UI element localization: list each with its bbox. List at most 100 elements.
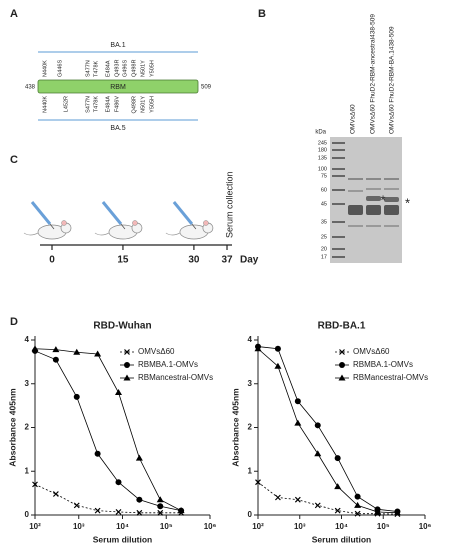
y-tick-label: 4 bbox=[248, 335, 253, 344]
marker bbox=[334, 507, 341, 514]
y-tick-label: 2 bbox=[248, 423, 253, 432]
marker bbox=[136, 496, 143, 503]
mouse-tail bbox=[23, 232, 39, 236]
series-line bbox=[257, 348, 398, 514]
legend-label: RBMBA.1-OMVs bbox=[138, 360, 198, 369]
band bbox=[384, 225, 399, 227]
needle bbox=[191, 223, 197, 230]
marker bbox=[115, 479, 122, 486]
unit-label: kDa bbox=[315, 130, 326, 136]
marker bbox=[393, 509, 401, 516]
panel-label: D bbox=[10, 316, 18, 328]
chart-title: RBD-BA.1 bbox=[318, 321, 366, 332]
marker bbox=[115, 509, 122, 515]
marker bbox=[73, 502, 80, 509]
legend-marker bbox=[339, 362, 345, 368]
band bbox=[366, 196, 381, 201]
residue-start: 438 bbox=[25, 85, 36, 91]
mutation-label: Q493R bbox=[114, 60, 120, 77]
marker bbox=[157, 503, 164, 510]
marker-label: 60 bbox=[321, 187, 327, 193]
needle bbox=[120, 223, 126, 230]
band bbox=[366, 225, 381, 227]
marker bbox=[274, 345, 281, 352]
band bbox=[366, 188, 381, 190]
mutation-label: E484A bbox=[105, 96, 111, 113]
band bbox=[348, 205, 363, 215]
x-tick-label: 10⁴ bbox=[335, 522, 348, 531]
marker bbox=[354, 510, 361, 517]
mutation-label: G446S bbox=[57, 60, 63, 77]
y-tick-label: 1 bbox=[248, 466, 253, 475]
band bbox=[384, 197, 399, 202]
residue-end: 509 bbox=[201, 85, 212, 91]
x-tick-label: 10⁵ bbox=[160, 522, 173, 531]
mutation-label: Y505H bbox=[149, 96, 155, 113]
mutation-label: T478K bbox=[93, 60, 99, 77]
band bbox=[384, 205, 399, 215]
needle bbox=[49, 223, 55, 230]
y-tick-label: 3 bbox=[25, 379, 30, 388]
mouse-ear bbox=[132, 220, 138, 226]
marker bbox=[52, 346, 60, 353]
marker-band bbox=[332, 149, 345, 151]
band bbox=[384, 188, 399, 190]
marker bbox=[294, 419, 302, 426]
marker bbox=[73, 393, 80, 400]
mutation-label: N440K bbox=[42, 96, 48, 113]
y-tick-label: 4 bbox=[25, 335, 30, 344]
marker bbox=[31, 345, 39, 352]
mutation-label: S477N bbox=[85, 60, 91, 77]
mouse-ear bbox=[61, 220, 67, 226]
mouse-tail bbox=[165, 232, 181, 236]
marker bbox=[157, 509, 164, 516]
x-axis-label: Serum dilution bbox=[93, 534, 153, 544]
timeline-unit: Day bbox=[240, 255, 259, 266]
legend-marker bbox=[338, 374, 346, 381]
marker bbox=[334, 483, 342, 490]
mutation-label: F486V bbox=[114, 96, 120, 113]
band bbox=[366, 205, 381, 215]
variant-label: BA.5 bbox=[110, 125, 125, 132]
x-tick-label: 10⁶ bbox=[419, 522, 432, 531]
event-label: Serum collection bbox=[224, 171, 234, 238]
marker-label: 100 bbox=[318, 166, 327, 172]
domain-label: RBM bbox=[110, 84, 126, 91]
mutation-label: Q498R bbox=[131, 60, 137, 77]
mutation-label: E484A bbox=[105, 60, 111, 77]
mutation-label: G496S bbox=[122, 60, 128, 77]
marker bbox=[94, 350, 102, 357]
mutation-label: L452R bbox=[63, 96, 69, 112]
syringe bbox=[172, 201, 194, 225]
mutation-label: N501Y bbox=[140, 96, 146, 113]
panel-label: A bbox=[10, 8, 18, 20]
y-axis-label: Absorbance 405nm bbox=[230, 388, 240, 467]
band bbox=[348, 225, 363, 227]
marker-label: 45 bbox=[321, 201, 327, 207]
marker-band bbox=[332, 221, 345, 223]
marker bbox=[334, 455, 341, 462]
series-line bbox=[34, 348, 182, 511]
mutation-label: Y505H bbox=[149, 60, 155, 77]
x-tick-label: 10² bbox=[29, 522, 41, 531]
panel-label: C bbox=[10, 154, 18, 166]
mutations-bottom: N440K L452R S477N T478K E484A F486V Q498R N501Y… bbox=[42, 96, 155, 114]
marker bbox=[274, 494, 281, 501]
x-tick-label: 10² bbox=[252, 522, 264, 531]
mutation-label: Q498R bbox=[131, 96, 137, 113]
timeline-label: 15 bbox=[117, 255, 129, 266]
marker-band bbox=[332, 248, 345, 250]
star: * bbox=[380, 192, 385, 207]
legend-label: RBMancestral-OMVs bbox=[353, 373, 428, 382]
star: * bbox=[405, 195, 410, 210]
marker bbox=[177, 507, 185, 514]
lane-label: OMVsΔ60 bbox=[350, 104, 357, 134]
marker-label: 25 bbox=[321, 234, 327, 240]
lane-label: OMVsΔ60 FhuD2-RBM-ancestral438-509 bbox=[370, 14, 377, 134]
marker-band bbox=[332, 168, 345, 170]
panel-label: B bbox=[258, 8, 266, 20]
band bbox=[366, 178, 381, 180]
mouse-tail bbox=[94, 232, 110, 236]
mutation-label: T478K bbox=[93, 96, 99, 113]
